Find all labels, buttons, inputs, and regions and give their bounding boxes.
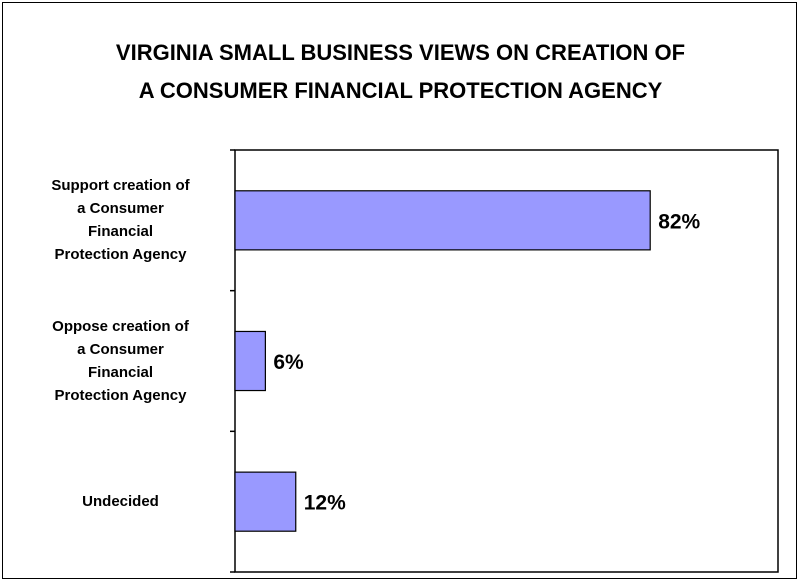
category-label-line: Financial — [87, 364, 154, 381]
chart-title: VIRGINIA SMALL BUSINESS VIEWS ON CREATIO… — [0, 34, 801, 110]
bar — [234, 471, 297, 532]
category-label-line: Oppose creation of — [52, 318, 189, 335]
category-label-line: Financial — [87, 223, 154, 241]
chart-title-line-2: A CONSUMER FINANCIAL PROTECTION AGENCY — [138, 78, 663, 103]
category-label-line: a Consumer — [77, 341, 164, 358]
bar — [234, 330, 266, 392]
data-label: 82% — [658, 210, 700, 233]
category-label-line: a Consumer — [77, 200, 164, 218]
category-label: Support creation of a Consumer Financial Pr… — [18, 174, 223, 266]
data-label: 6% — [273, 351, 304, 374]
data-label: 12% — [304, 492, 346, 515]
category-label-line: Support creation of — [51, 177, 190, 195]
bar — [234, 190, 651, 251]
category-label: Oppose creation of a Consumer Financial Pro… — [18, 315, 223, 407]
category-label-line: Undecided — [82, 493, 159, 511]
category-label-line: Protection Agency — [54, 246, 187, 264]
chart-title-line-1: VIRGINIA SMALL BUSINESS VIEWS ON CREATIO… — [115, 40, 686, 65]
category-label-line: Protection Agency — [54, 387, 187, 404]
category-label: Undecided — [18, 490, 223, 513]
